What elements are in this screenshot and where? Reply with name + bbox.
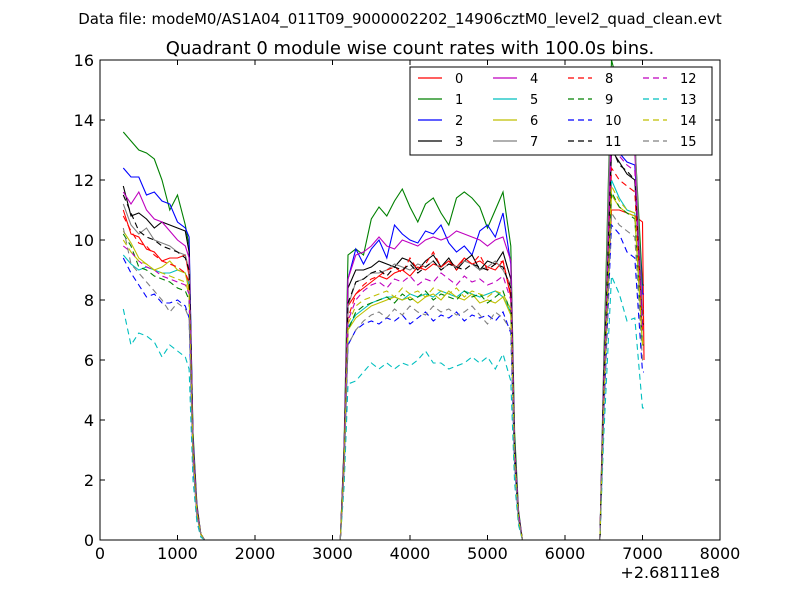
x-tick-label: 3000 [312,544,353,563]
series-line-14 [122,183,644,540]
tick-layer: 0 1000 2000 3000 4000 5000 6000 7000 80000246810… [74,51,741,563]
legend-label-12: 12 [680,72,697,87]
series-line-4 [122,104,644,540]
series-line-5 [122,179,644,540]
x-tick-label: 0 [95,544,105,563]
x-tick-label: 5000 [467,544,508,563]
series-layer [122,60,645,540]
x-tick-label: 7000 [622,544,663,563]
legend-label-8: 8 [605,72,613,87]
series-line-10 [122,223,644,540]
series-line-12 [122,134,644,540]
series-line-8 [122,166,644,540]
x-tick-label: 4000 [390,544,431,563]
legend-label-11: 11 [605,135,622,150]
x-tick-label: 1000 [157,544,198,563]
series-line-6 [122,193,644,540]
legend-label-1: 1 [455,93,463,108]
x-tick-label: 8000 [700,544,741,563]
y-tick-label: 6 [84,351,94,370]
x-tick-label: 2000 [235,544,276,563]
legend-label-0: 0 [455,72,463,87]
legend-label-7: 7 [530,135,538,150]
x-offset-label: +2.68111e8 [620,563,720,582]
legend-label-2: 2 [455,114,463,129]
series-line-11 [122,146,644,540]
series-line-2 [122,125,644,540]
y-tick-label: 2 [84,471,94,490]
legend-frame [409,66,713,156]
legend-label-15: 15 [680,135,697,150]
y-tick-label: 10 [74,231,94,250]
y-tick-label: 4 [84,411,94,430]
legend-label-14: 14 [680,114,697,129]
y-tick-label: 8 [84,291,94,310]
series-line-3 [122,148,644,540]
y-tick-label: 12 [74,171,94,190]
legend-label-13: 13 [680,93,697,108]
x-tick-label: 6000 [545,544,586,563]
legend-label-4: 4 [530,72,538,87]
chart-title: Quadrant 0 module wise count rates with … [166,38,655,59]
legend-label-6: 6 [530,114,538,129]
legend-label-10: 10 [605,114,622,129]
y-tick-label: 16 [74,51,94,70]
legend-label-5: 5 [530,93,538,108]
legend-label-9: 9 [605,93,613,108]
y-tick-label: 14 [74,111,94,130]
series-line-0 [122,209,645,540]
y-tick-label: 0 [84,531,94,550]
series-line-15 [122,211,644,540]
chart-suptitle: Data file: modeM0/AS1A04_011T09_90000022… [78,10,722,29]
series-line-13 [122,275,644,540]
legend-label-3: 3 [455,135,463,150]
